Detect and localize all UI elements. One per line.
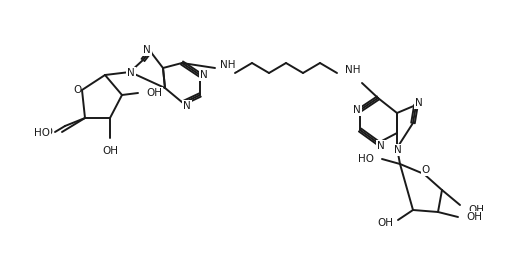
Text: O: O (422, 165, 430, 175)
Text: N: N (200, 70, 208, 80)
Text: OH: OH (468, 205, 484, 215)
Text: HO: HO (358, 154, 374, 164)
Text: NH: NH (345, 65, 360, 75)
Text: O: O (74, 85, 82, 95)
Text: N: N (377, 141, 385, 151)
Text: N: N (394, 145, 402, 155)
Text: OH: OH (377, 218, 393, 228)
Text: HO: HO (37, 127, 53, 137)
Text: N: N (127, 68, 135, 78)
Text: N: N (183, 101, 191, 111)
Text: OH: OH (146, 88, 162, 98)
Text: HO: HO (34, 128, 50, 138)
Text: N: N (415, 98, 423, 108)
Text: N: N (143, 45, 151, 55)
Text: OH: OH (102, 146, 118, 156)
Text: N: N (353, 105, 361, 115)
Text: NH: NH (220, 60, 235, 70)
Text: OH: OH (466, 212, 482, 222)
